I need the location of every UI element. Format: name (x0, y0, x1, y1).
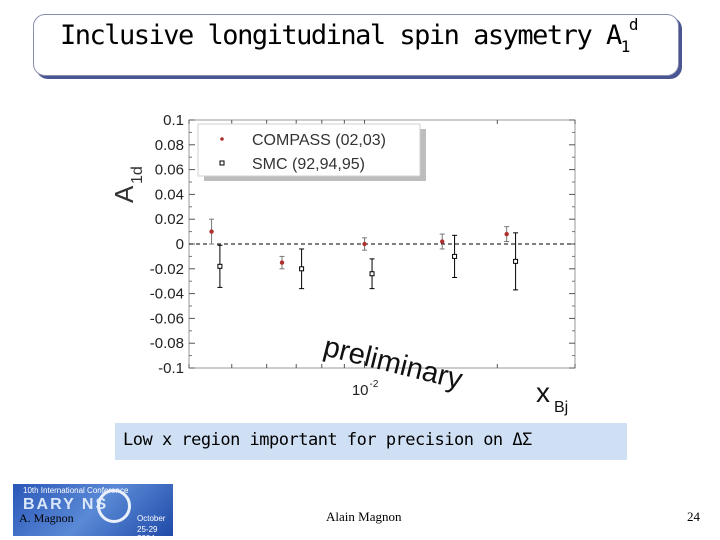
slide-title: Inclusive longitudinal spin asymetry A1 d (60, 15, 639, 56)
y-tick-label: -0.04 (150, 286, 184, 303)
y-tick-label: 0.06 (155, 162, 184, 179)
slide-title-box (33, 14, 679, 76)
footer-author: Alain Magnon (326, 509, 402, 524)
data-point-compass (209, 229, 214, 234)
data-point-smc (452, 253, 458, 259)
data-point-smc (217, 263, 223, 269)
page-number: 24 (687, 509, 700, 524)
legend-entry-1: SMC (92,94,95) (252, 156, 365, 173)
asymmetry-chart: 0.1 0.08 0.06 0.04 0.02 0 -0.02 -0.04 -0.06 -0.08… (109, 112, 576, 416)
y-tick-label: 0 (176, 236, 184, 253)
data-point-compass (362, 241, 367, 247)
y-tick-label: -0.08 (150, 335, 184, 352)
slide-title-subscript: 1 (620, 37, 631, 56)
data-point-compass (440, 239, 445, 244)
y-tick-label: -0.02 (150, 261, 184, 278)
x-tick-label-base: 10 (352, 382, 369, 399)
logo-line1: 10th International Conference (23, 486, 129, 495)
x-tick-label-exp: -2 (370, 379, 379, 390)
legend-box (197, 123, 421, 177)
slide-title-superscript: d (628, 15, 639, 34)
data-point-compass (504, 231, 509, 237)
y-tick-label: 0.04 (155, 186, 184, 203)
atom-icon (97, 489, 131, 523)
y-axis-label: A (109, 185, 139, 203)
logo-line2: BARY NS (23, 496, 109, 513)
data-point-smc (513, 258, 519, 264)
note-text: Low x region important for precision on … (123, 430, 532, 450)
y-tick-label: -0.06 (150, 310, 184, 327)
data-point-smc (369, 271, 375, 277)
logo-author: A. Magnon (19, 511, 74, 525)
logo-line3: October (137, 514, 166, 523)
x-axis-label: x (536, 377, 550, 408)
legend-marker-0 (220, 137, 224, 141)
y-axis-label-sub: 1d (129, 166, 146, 184)
y-tick-label: 0.1 (163, 112, 184, 129)
legend-marker-1 (219, 160, 225, 166)
conference-logo: 10th International Conference BARY NS Oc… (13, 484, 173, 536)
y-tick-label: 0.02 (155, 211, 184, 228)
logo-line4: 25-29 2004 (137, 525, 158, 536)
legend-entry-0: COMPASS (02,03) (252, 132, 386, 149)
y-tick-label: -0.1 (158, 360, 184, 377)
slide-title-main: Inclusive longitudinal spin asymetry A (60, 20, 622, 51)
note-box: Low x region important for precision on … (115, 423, 627, 460)
x-axis-label-sub: Bj (554, 399, 568, 416)
y-tick-label: 0.08 (155, 137, 184, 154)
data-point-compass (279, 260, 285, 265)
data-point-smc (299, 266, 305, 272)
